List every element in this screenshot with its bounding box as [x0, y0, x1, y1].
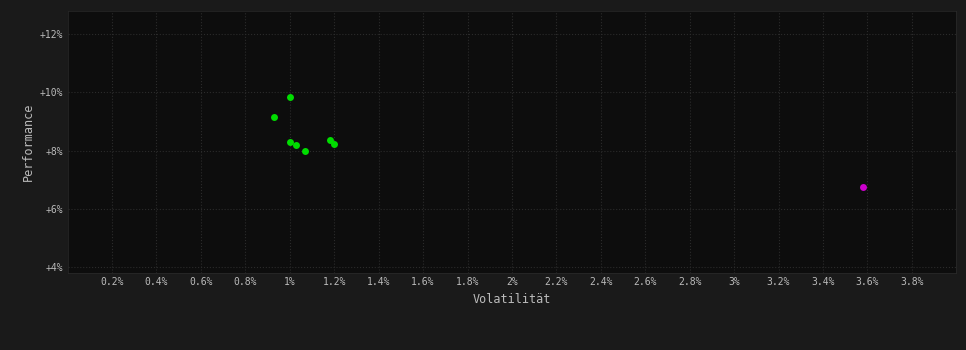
Y-axis label: Performance: Performance [21, 103, 35, 181]
X-axis label: Volatilität: Volatilität [472, 293, 552, 306]
